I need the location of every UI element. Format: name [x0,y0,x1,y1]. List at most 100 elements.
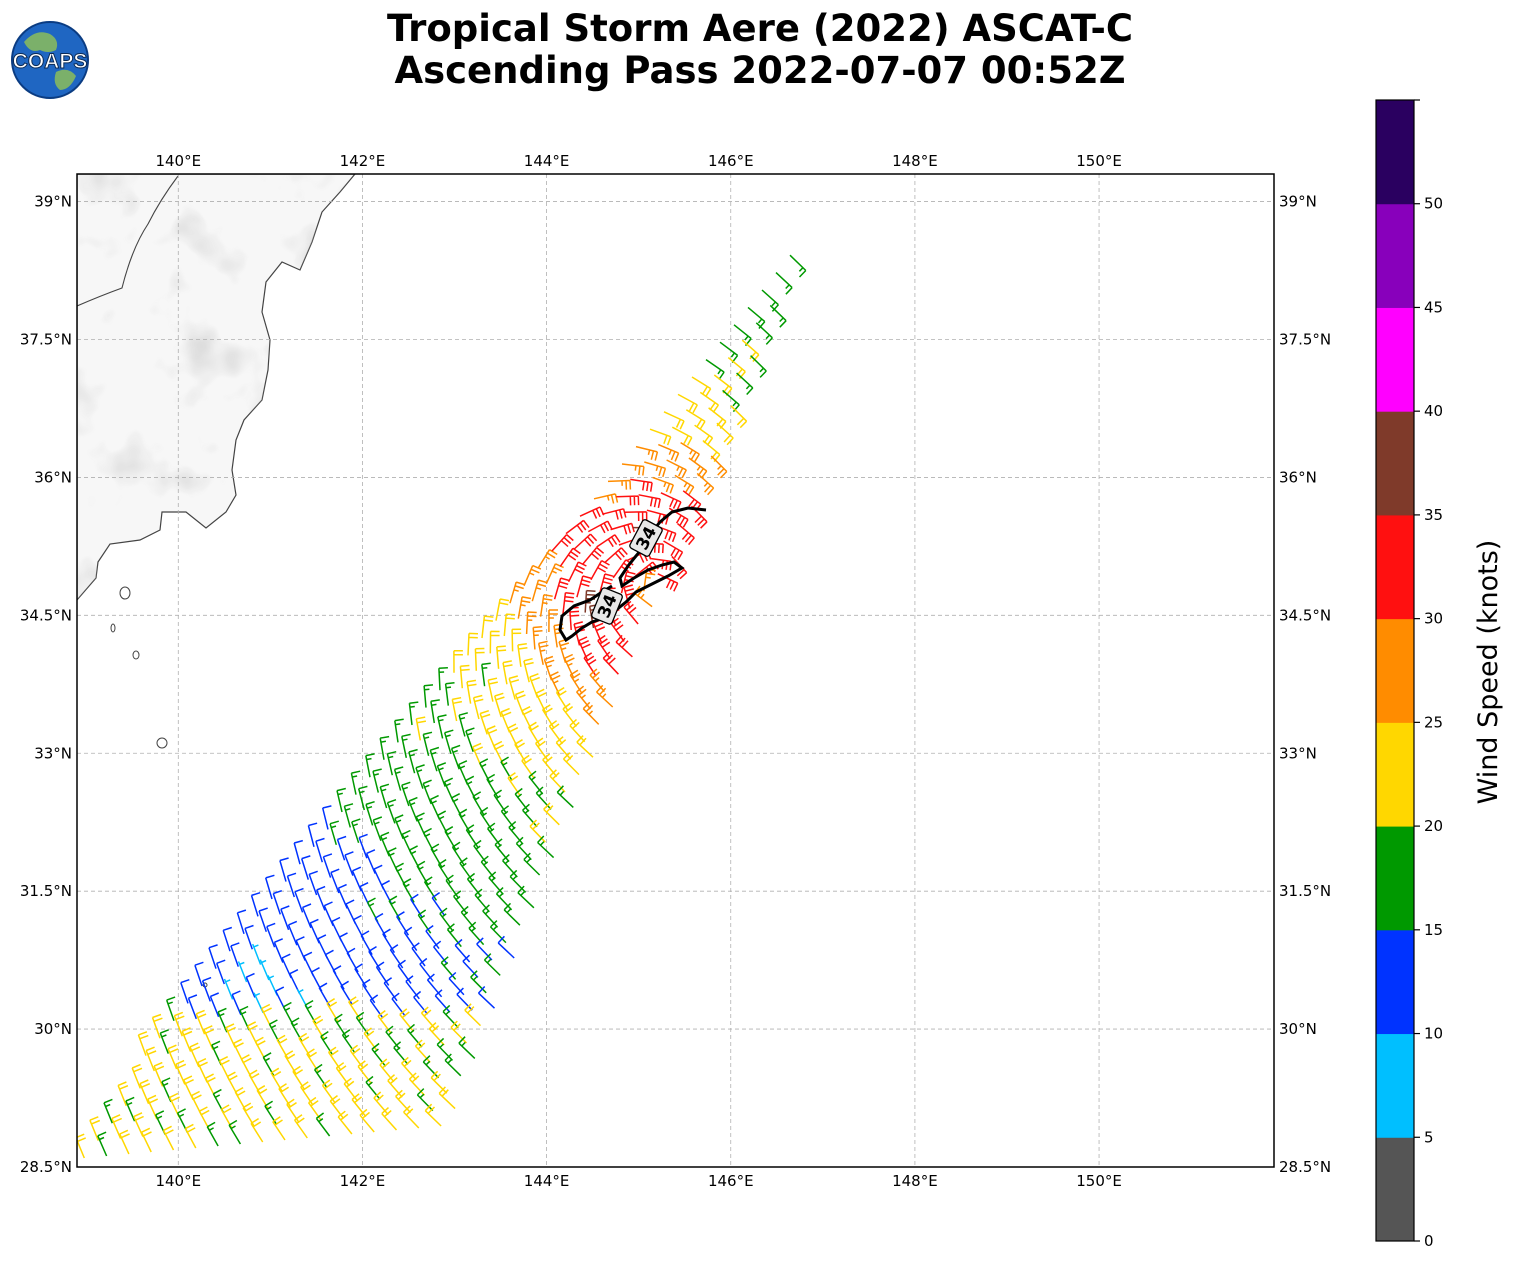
wind-barb [430,843,443,868]
wind-barb [430,699,440,724]
wind-barb [393,766,404,791]
wind-barb [416,1088,434,1112]
wind-barb [276,1034,289,1060]
wind-barb [389,944,404,969]
wind-barb [444,681,455,706]
lat-tick-right: 36°N [1279,468,1317,486]
wind-barb [446,923,462,948]
wind-barb [590,559,610,581]
wind-barb [507,772,522,797]
wind-barb [165,996,176,1022]
wind-barb [422,731,433,756]
lon-tick-bottom: 140°E [155,1172,201,1190]
lat-tick-right: 31.5°N [1279,882,1331,900]
wind-barb [262,1052,275,1077]
wind-barb [543,802,560,826]
wind-barb [517,643,528,667]
wind-barb [316,885,326,911]
colorbar-segment [1376,100,1414,205]
wind-barb [494,838,510,863]
wind-barb [360,930,373,955]
wind-barb [489,630,500,654]
wind-barb [565,519,590,535]
wind-barb [521,754,536,780]
wind-barb [705,358,725,380]
wind-barb [438,667,448,691]
wind-barb [346,947,359,973]
chart-title: Tropical Storm Aere (2022) ASCAT-C Ascen… [300,8,1220,92]
wind-barb [556,785,574,808]
wind-barb [578,636,591,662]
wind-barb [336,835,347,861]
wind-barb [545,563,564,585]
wind-barb [685,409,706,430]
wind-barb [623,584,636,609]
wind-barb [495,887,513,911]
wind-barb [436,1037,454,1061]
wind-barb [357,1060,373,1085]
wind-barb [371,1042,387,1067]
lat-tick-left: 39°N [34,193,72,211]
wind-barb [477,985,496,1009]
wind-barb [350,770,361,795]
wind-barb [541,704,555,729]
wind-barb [474,888,490,913]
wind-barb [438,1086,456,1110]
wind-barb [616,495,640,506]
wind-barb [508,675,520,700]
wind-barb [419,957,434,982]
wind-barb [270,1067,284,1093]
wind-barb [496,645,507,669]
wind-barb [476,937,493,961]
lat-tick-left: 37.5°N [20,331,72,349]
wind-barb [434,989,451,1013]
wind-barb [408,796,418,822]
wind-barb [576,575,592,598]
wind-barb [517,596,532,619]
wind-barb [587,520,613,534]
lat-tick-left: 28.5°N [20,1158,72,1176]
wind-barb [321,805,332,830]
wind-barb [344,851,354,876]
wind-barb [278,1083,292,1108]
title-line-2: Ascending Pass 2022-07-07 00:52Z [394,49,1126,92]
wind-barb [399,1008,415,1033]
wind-barb [440,956,457,980]
wind-barb [736,372,754,396]
wind-barb [433,940,448,965]
wind-barb [487,677,498,702]
wind-barb [250,891,261,917]
wind-barb [646,509,669,525]
wind-barb [298,1032,312,1058]
wind-barb [391,992,406,1017]
wind-barb [635,561,659,577]
wind-barb [396,911,410,936]
wind-barb [553,577,570,600]
wind-barb [548,609,558,633]
wind-barb [537,835,555,859]
wind-barb [573,621,585,646]
wind-barb [244,924,254,950]
wind-barb [242,1102,256,1127]
island-1 [119,586,131,600]
wind-barb [459,857,474,882]
wind-barb [329,1095,345,1120]
wind-barb [775,272,793,295]
wind-barb [674,474,695,495]
wind-barb [403,1105,420,1129]
wind-barb [507,723,519,749]
wind-barb [252,943,262,965]
wind-barb [604,547,628,563]
wind-barb [610,522,635,535]
wind-barb [589,668,605,693]
wind-barb [292,1065,306,1091]
wind-barb [431,891,446,917]
wind-barb [479,709,491,735]
wind-barb [422,1055,440,1079]
wind-barb [307,822,318,847]
wind-barb [363,1027,378,1052]
map-frame [76,173,1275,1168]
colorbar-tick-label: 0 [1424,1232,1434,1250]
wind-barb [535,786,552,810]
wind-barb [173,1011,185,1037]
